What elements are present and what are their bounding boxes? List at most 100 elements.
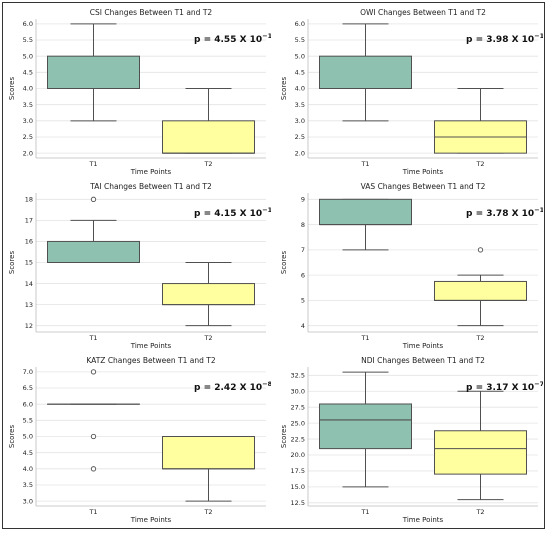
y-tick-label: 4.5 [295,69,305,77]
y-tick-label: 5.5 [23,36,33,44]
boxplot-panel-1: 2.0 2.5 3.0 3.5 4.0 4.5 5.0 5.5 6.0 CSI Changes B… [8,8,271,176]
p-value-annotation: p = 4.55 X 10−13 [194,32,271,45]
box-iqr [319,403,412,450]
x-tick-label: T2 [475,160,484,168]
boxplot-panel-4: 4 5 6 7 8 9 VAS Changes Between T1 and T2 Time … [280,182,543,350]
y-tick-label: 22.5 [291,435,305,443]
x-axis-label: Time Points [130,516,172,524]
y-tick-label: 15.0 [291,483,305,491]
y-tick-label: 4.0 [23,85,33,93]
y-tick-label: 9 [301,196,305,204]
box-iqr [434,430,527,475]
chart-title: OWI Changes Between T1 and T2 [360,8,486,17]
y-tick-label: 5.0 [23,433,33,441]
x-tick-label: T2 [203,334,212,342]
y-tick-label: 16 [25,238,33,246]
chart-title: TAI Changes Between T1 and T2 [89,182,212,191]
boxplot-panel-5: 3.0 3.5 4.0 4.5 5.0 5.5 6.0 6.5 7.0 KATZ Changes … [8,356,271,524]
box-T1 [47,23,140,122]
figure-frame [2,2,545,529]
y-axis-label: Scores [280,425,288,449]
x-tick-label: T1 [88,160,97,168]
outlier-point [477,247,484,253]
outlier-point [90,196,97,202]
chart-title: CSI Changes Between T1 and T2 [90,8,213,17]
box-T1 [319,371,412,488]
chart-title: NDI Changes Between T1 and T2 [361,356,485,365]
box-iqr [319,198,412,226]
box-T1 [319,198,412,251]
boxplot-panel-2: 2.0 2.5 3.0 3.5 4.0 4.5 5.0 5.5 6.0 OWI Changes B… [280,8,543,176]
y-tick-label: 4.0 [23,465,33,473]
x-tick-label: T1 [88,508,97,516]
box-iqr [162,283,255,306]
p-value-annotation: p = 2.42 X 10−8 [194,380,271,393]
y-tick-label: 6.5 [23,384,33,392]
y-tick-label: 3.0 [23,497,33,505]
box-T2 [162,436,255,502]
y-tick-label: 4 [301,322,305,330]
y-tick-label: 6.0 [23,400,33,408]
y-tick-label: 3.5 [23,101,33,109]
x-axis-label: Time Points [402,342,444,350]
boxplot-panel-3: 12 13 14 15 16 17 18 TAI Changes Between T1 and… [8,182,271,350]
y-axis-label: Scores [280,251,288,275]
y-tick-label: 6 [301,271,305,279]
y-tick-label: 13 [25,301,33,309]
chart-title: VAS Changes Between T1 and T2 [361,182,486,191]
y-tick-label: 5.0 [295,52,305,60]
boxplot-panel-6: 12.5 15.0 17.5 20.0 22.5 25.0 27.5 30.0 32.5 NDI … [280,356,543,524]
y-tick-label: 12 [25,322,33,330]
y-tick-label: 18 [25,196,33,204]
y-tick-label: 8 [301,221,305,229]
y-tick-label: 4.5 [23,69,33,77]
x-axis-label: Time Points [402,168,444,176]
y-tick-label: 25.0 [291,419,305,427]
box-iqr [162,120,255,154]
y-tick-label: 5.0 [23,52,33,60]
outlier-point [90,433,97,440]
y-tick-label: 3.5 [295,101,305,109]
y-tick-label: 4.0 [295,85,305,93]
y-tick-label: 14 [25,280,33,288]
x-tick-label: T2 [203,160,212,168]
y-tick-label: 27.5 [291,403,305,411]
y-axis-label: Scores [8,425,16,449]
p-value-annotation: p = 3.17 X 10−7 [466,380,543,393]
y-tick-label: 3.5 [23,481,33,489]
box-T1 [47,369,140,472]
y-tick-label: 3.0 [23,117,33,125]
y-tick-label: 3.0 [295,117,305,125]
y-tick-label: 2.0 [23,149,33,157]
box-iqr [47,55,140,89]
y-tick-label: 2.5 [295,133,305,141]
y-tick-label: 7 [301,246,305,254]
y-tick-label: 7.0 [23,368,33,376]
y-tick-label: 20.0 [291,451,305,459]
x-tick-label: T1 [360,508,369,516]
y-tick-label: 12.5 [291,499,305,507]
y-tick-label: 2.0 [295,149,305,157]
box-T1 [319,23,412,122]
chart-title: KATZ Changes Between T1 and T2 [86,356,215,365]
box-iqr [319,55,412,89]
y-tick-label: 5 [301,297,305,305]
x-tick-label: T2 [475,334,484,342]
box-T2 [162,88,255,154]
x-tick-label: T1 [88,334,97,342]
y-tick-label: 6.0 [295,20,305,28]
y-tick-label: 17.5 [291,467,305,475]
y-tick-label: 30.0 [291,387,305,395]
x-axis-label: Time Points [130,342,172,350]
p-value-annotation: p = 4.15 X 10−13 [194,206,271,219]
y-axis-label: Scores [280,77,288,101]
box-T2 [434,88,527,154]
box-T2 [434,247,527,327]
y-tick-label: 15 [25,259,33,267]
y-axis-label: Scores [8,251,16,275]
p-value-annotation: p = 3.98 X 10−13 [466,32,543,45]
x-axis-label: Time Points [130,168,172,176]
y-tick-label: 32.5 [291,371,305,379]
x-tick-label: T2 [475,508,484,516]
x-tick-label: T2 [203,508,212,516]
